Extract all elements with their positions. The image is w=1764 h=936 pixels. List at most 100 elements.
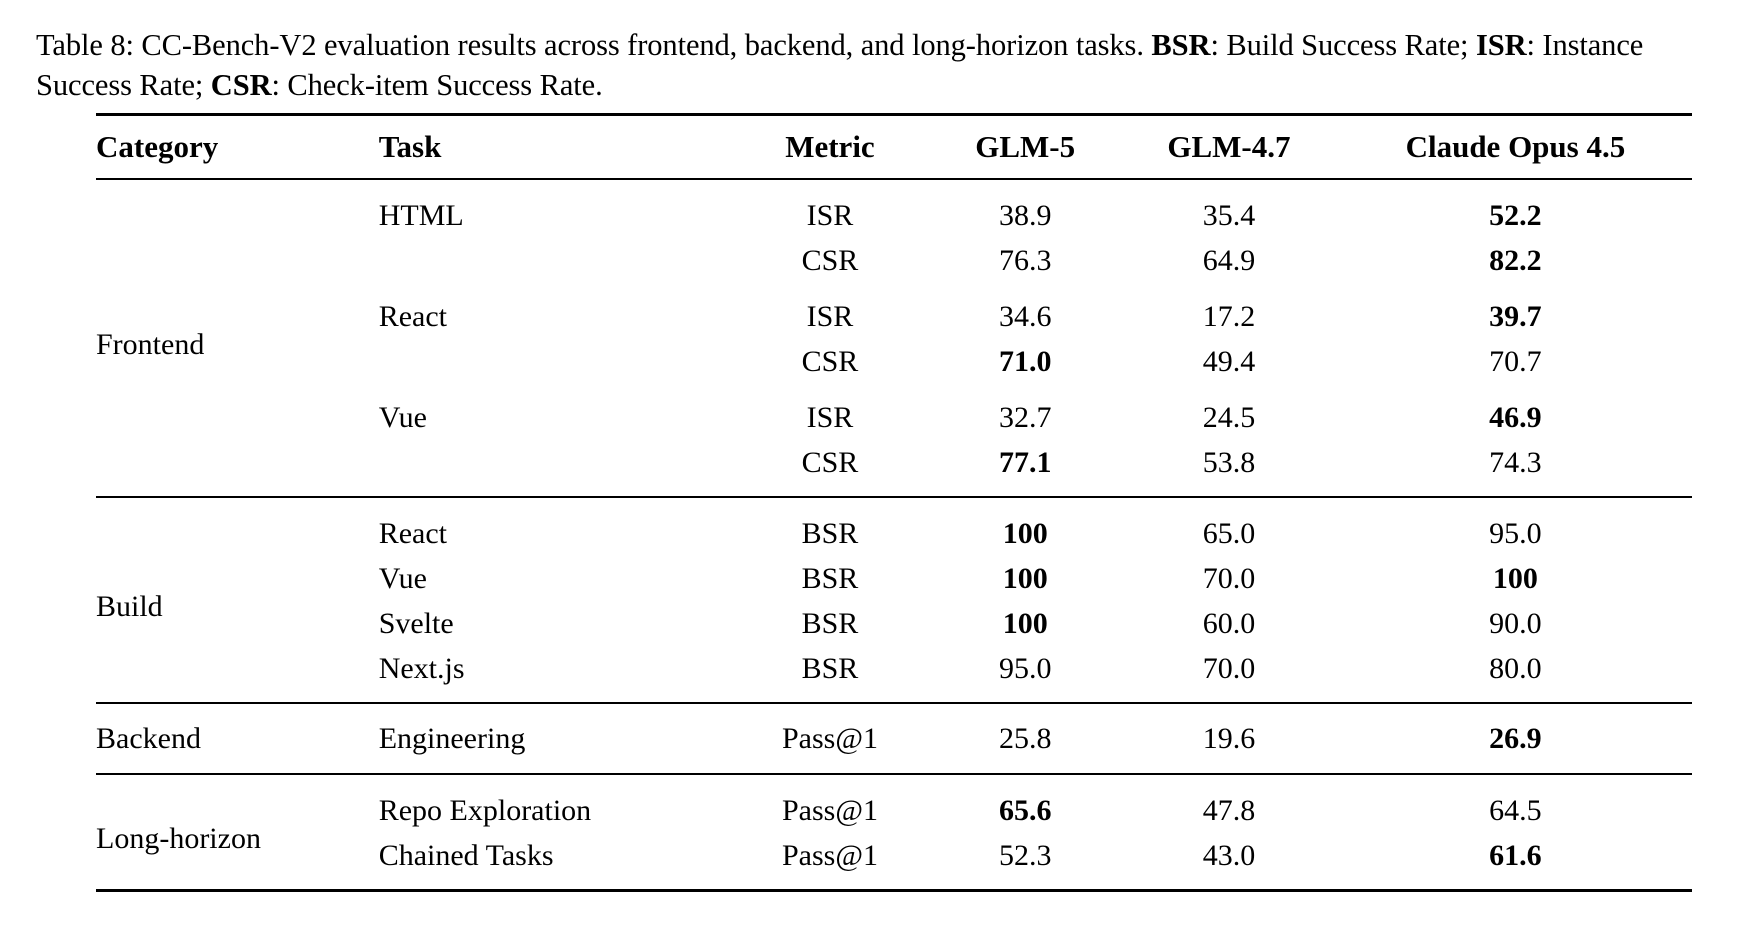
table-header: Category Task Metric GLM-5 GLM-4.7 Claud… bbox=[96, 113, 1692, 182]
cell-glm5: 76.3 bbox=[998, 243, 1052, 277]
caption-bsr-abbr: BSR bbox=[1151, 28, 1211, 62]
cell-metric: Pass@1 bbox=[781, 838, 878, 872]
cell-glm5: 95.0 bbox=[998, 651, 1052, 685]
table-row: Vue ISR 32.7 24.5 46.9 bbox=[96, 384, 1692, 440]
table-row: Chained Tasks Pass@1 52.3 43.0 61.6 bbox=[96, 833, 1692, 891]
cell-task: Chained Tasks bbox=[378, 838, 554, 872]
table-row: CSR 76.3 64.9 82.2 bbox=[96, 238, 1692, 283]
cell-glm5: 65.6 bbox=[998, 793, 1052, 827]
caption-csr-text: : Check-item Success Rate. bbox=[271, 67, 603, 102]
cell-category: Build bbox=[96, 589, 163, 623]
cell-glm5: 38.9 bbox=[998, 198, 1052, 232]
cell-task: Engineering bbox=[378, 721, 526, 755]
table-row: Svelte BSR 100 60.0 90.0 bbox=[96, 601, 1692, 646]
cell-claude: 39.7 bbox=[1489, 299, 1542, 333]
cell-task: Vue bbox=[378, 400, 427, 434]
cell-glm5: 52.3 bbox=[998, 838, 1052, 872]
cell-glm47: 53.8 bbox=[1202, 445, 1256, 479]
cell-claude: 64.5 bbox=[1489, 793, 1542, 827]
cell-category: Backend bbox=[96, 721, 201, 755]
column-header-metric: Metric bbox=[785, 129, 875, 165]
cell-claude: 95.0 bbox=[1489, 516, 1542, 550]
cell-metric: Pass@1 bbox=[781, 793, 878, 827]
caption-prefix: Table 8: CC-Bench-V2 evaluation results … bbox=[36, 28, 1152, 62]
cell-metric: ISR bbox=[806, 299, 854, 333]
cell-task bbox=[379, 339, 729, 384]
cell-task: Svelte bbox=[378, 606, 454, 640]
table-row: Frontend HTML ISR 38.9 35.4 52.2 bbox=[96, 180, 1692, 361]
cell-glm5: 32.7 bbox=[998, 400, 1052, 434]
column-header-category: Category bbox=[96, 129, 219, 165]
cell-metric: BSR bbox=[801, 606, 859, 640]
cell-glm47: 43.0 bbox=[1202, 838, 1256, 872]
table-row: React ISR 34.6 17.2 39.7 bbox=[96, 283, 1692, 339]
table-row: Long-horizon Repo Exploration Pass@1 65.6 47… bbox=[96, 775, 1692, 855]
caption-bsr-text: : Build Success Rate; bbox=[1210, 28, 1476, 62]
table-caption: Table 8: CC-Bench-V2 evaluation results … bbox=[36, 26, 1728, 105]
cell-glm47: 65.0 bbox=[1202, 516, 1256, 550]
cell-glm47: 49.4 bbox=[1202, 344, 1256, 378]
cell-task: Vue bbox=[378, 561, 427, 595]
cell-glm5: 100 bbox=[1002, 516, 1048, 550]
cell-glm5: 77.1 bbox=[998, 445, 1052, 479]
table-row: CSR 71.0 49.4 70.7 bbox=[96, 339, 1692, 384]
cell-glm5: 25.8 bbox=[998, 721, 1052, 755]
cell-glm47: 24.5 bbox=[1202, 400, 1256, 434]
cell-metric: CSR bbox=[801, 243, 859, 277]
cell-glm47: 35.4 bbox=[1202, 198, 1256, 232]
cell-metric: ISR bbox=[806, 400, 854, 434]
cell-metric: BSR bbox=[801, 651, 859, 685]
caption-csr-abbr: CSR bbox=[210, 67, 272, 102]
cell-task: Repo Exploration bbox=[378, 793, 592, 827]
cell-claude: 26.9 bbox=[1489, 721, 1542, 755]
cell-category: Long-horizon bbox=[96, 821, 261, 855]
cell-metric: CSR bbox=[801, 445, 859, 479]
cell-metric: ISR bbox=[806, 198, 854, 232]
cell-glm47: 17.2 bbox=[1202, 299, 1256, 333]
cell-metric: BSR bbox=[801, 561, 859, 595]
cell-glm47: 64.9 bbox=[1202, 243, 1256, 277]
results-table: Category Task Metric GLM-5 GLM-4.7 Claud… bbox=[96, 113, 1692, 894]
cell-claude: 52.2 bbox=[1489, 198, 1542, 232]
table-body: Frontend HTML ISR 38.9 35.4 52.2 CSR 76.3 64.9 82… bbox=[96, 180, 1692, 894]
top-rule bbox=[96, 113, 1692, 118]
cell-glm5: 100 bbox=[1002, 561, 1048, 595]
cell-claude: 90.0 bbox=[1489, 606, 1542, 640]
cell-claude: 46.9 bbox=[1489, 400, 1542, 434]
cell-task: React bbox=[378, 516, 447, 550]
cell-glm47: 19.6 bbox=[1202, 721, 1256, 755]
cell-glm5: 71.0 bbox=[998, 344, 1052, 378]
caption-isr-text: : Instance Success Rate; bbox=[36, 28, 1644, 102]
column-header-glm47: GLM-4.7 bbox=[1167, 129, 1291, 165]
column-header-task: Task bbox=[378, 129, 442, 165]
cell-claude: 74.3 bbox=[1489, 445, 1542, 479]
cell-task: React bbox=[378, 299, 447, 333]
cell-claude: 82.2 bbox=[1489, 243, 1542, 277]
cell-claude: 61.6 bbox=[1489, 838, 1542, 872]
cell-category: Frontend bbox=[96, 327, 205, 361]
bottom-rule bbox=[96, 889, 1692, 894]
cell-task: Next.js bbox=[378, 651, 465, 685]
cell-task bbox=[379, 440, 729, 497]
table-row: Next.js BSR 95.0 70.0 80.0 bbox=[96, 646, 1692, 703]
column-header-claude: Claude Opus 4.5 bbox=[1405, 129, 1626, 165]
cell-glm5: 100 bbox=[1002, 606, 1048, 640]
table-row: Vue BSR 100 70.0 100 bbox=[96, 556, 1692, 601]
table-row: Build React BSR 100 65.0 95.0 bbox=[96, 498, 1692, 623]
cell-task bbox=[379, 238, 729, 283]
cell-metric: BSR bbox=[801, 516, 859, 550]
column-header-glm5: GLM-5 bbox=[975, 129, 1076, 165]
table-row: CSR 77.1 53.8 74.3 bbox=[96, 440, 1692, 497]
cell-metric: Pass@1 bbox=[781, 721, 878, 755]
cell-claude: 70.7 bbox=[1489, 344, 1542, 378]
cell-claude: 80.0 bbox=[1489, 651, 1542, 685]
header-row: Category Task Metric GLM-5 GLM-4.7 Claud… bbox=[96, 116, 1692, 179]
cell-glm47: 47.8 bbox=[1202, 793, 1256, 827]
cell-glm5: 34.6 bbox=[998, 299, 1052, 333]
cell-glm47: 60.0 bbox=[1202, 606, 1256, 640]
table-row: Backend Engineering Pass@1 25.8 19.6 26.9 bbox=[96, 704, 1692, 774]
cell-task: HTML bbox=[378, 198, 464, 232]
cell-metric: CSR bbox=[801, 344, 859, 378]
cell-glm47: 70.0 bbox=[1202, 561, 1256, 595]
